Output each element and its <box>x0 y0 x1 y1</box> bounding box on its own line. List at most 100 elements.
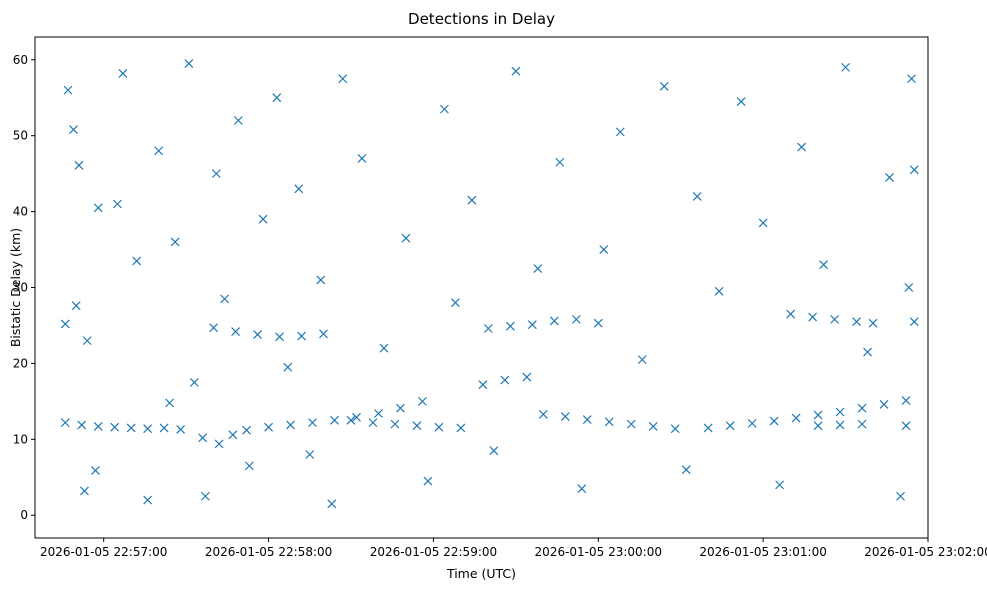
data-point <box>253 330 262 339</box>
data-point <box>113 199 122 209</box>
data-point <box>857 403 867 413</box>
data-point <box>93 421 103 431</box>
data-point <box>500 375 510 385</box>
data-point <box>841 62 850 72</box>
x-tick-label: 2026-01-05 23:02:00 <box>864 545 987 559</box>
plot-area <box>35 37 928 538</box>
data-point <box>725 421 735 431</box>
data-point <box>813 410 823 420</box>
data-point <box>233 116 243 125</box>
x-axis-ticks: 2026-01-05 22:57:00 2026-01-05 22:58:00 20… <box>40 538 987 559</box>
data-point <box>294 184 304 194</box>
data-point <box>77 420 87 430</box>
data-point <box>418 396 427 406</box>
data-point <box>379 343 389 353</box>
data-point <box>401 233 411 243</box>
data-point <box>527 320 537 330</box>
data-point <box>82 336 92 346</box>
data-point <box>308 418 317 428</box>
data-point <box>126 423 136 433</box>
data-point <box>434 422 444 432</box>
data-point <box>159 423 169 433</box>
data-point <box>758 218 768 228</box>
data-point <box>533 264 543 273</box>
data-point <box>681 465 691 475</box>
data-point <box>835 407 845 417</box>
data-point <box>555 157 565 167</box>
data-point <box>154 146 164 156</box>
data-point <box>909 317 919 327</box>
data-point <box>305 450 315 459</box>
data-point <box>330 415 339 425</box>
data-point <box>352 412 361 422</box>
data-point <box>214 439 224 449</box>
data-point <box>560 412 570 421</box>
data-point <box>231 327 241 336</box>
data-point <box>118 69 128 78</box>
data-point <box>775 480 785 490</box>
data-point <box>176 425 186 434</box>
y-tick-label: 30 <box>13 281 28 295</box>
data-point <box>538 409 548 419</box>
data-point <box>71 301 81 311</box>
data-point <box>374 409 383 418</box>
data-point <box>170 237 180 247</box>
data-point <box>522 372 532 382</box>
data-point <box>456 423 466 433</box>
data-point <box>242 425 251 435</box>
data-point <box>692 191 702 201</box>
data-point <box>577 484 587 494</box>
data-point <box>769 416 779 426</box>
data-point <box>357 154 367 163</box>
data-point <box>338 74 348 84</box>
data-point <box>511 66 521 76</box>
data-point <box>615 127 625 137</box>
data-point <box>747 418 757 428</box>
data-point <box>272 93 282 103</box>
data-point <box>211 169 221 179</box>
data-point <box>813 421 823 431</box>
data-point <box>819 260 829 270</box>
data-point <box>184 59 194 68</box>
data-point <box>549 316 559 326</box>
data-point <box>132 256 142 266</box>
data-point <box>505 321 515 331</box>
data-point <box>327 499 337 509</box>
data-points <box>60 59 919 509</box>
data-point <box>423 476 433 486</box>
data-point <box>478 380 488 390</box>
data-point <box>244 461 254 471</box>
plot-frame <box>34 36 929 539</box>
data-point <box>896 491 905 501</box>
data-point <box>791 413 801 423</box>
x-axis-label: Time (UTC) <box>446 566 516 581</box>
data-point <box>736 97 746 106</box>
data-point <box>857 419 867 429</box>
y-tick-label: 0 <box>20 508 28 522</box>
data-point <box>835 420 845 430</box>
data-point <box>198 433 208 443</box>
data-point <box>200 491 210 501</box>
data-point <box>786 309 796 319</box>
data-point <box>165 398 175 408</box>
data-point <box>703 423 713 433</box>
data-point <box>909 165 919 175</box>
data-point <box>626 419 636 429</box>
data-point <box>80 486 89 496</box>
chart-title: Detections in Delay <box>408 10 555 28</box>
data-point <box>863 347 872 357</box>
data-point <box>582 415 592 425</box>
data-point <box>228 430 238 440</box>
data-point <box>637 355 647 365</box>
data-point <box>439 104 449 114</box>
data-point <box>283 362 293 372</box>
data-point <box>901 421 911 431</box>
data-point <box>275 332 284 342</box>
data-point <box>885 173 894 182</box>
y-tick-label: 60 <box>13 53 28 67</box>
data-point <box>412 421 422 431</box>
data-point <box>60 319 70 329</box>
data-point <box>143 495 153 505</box>
